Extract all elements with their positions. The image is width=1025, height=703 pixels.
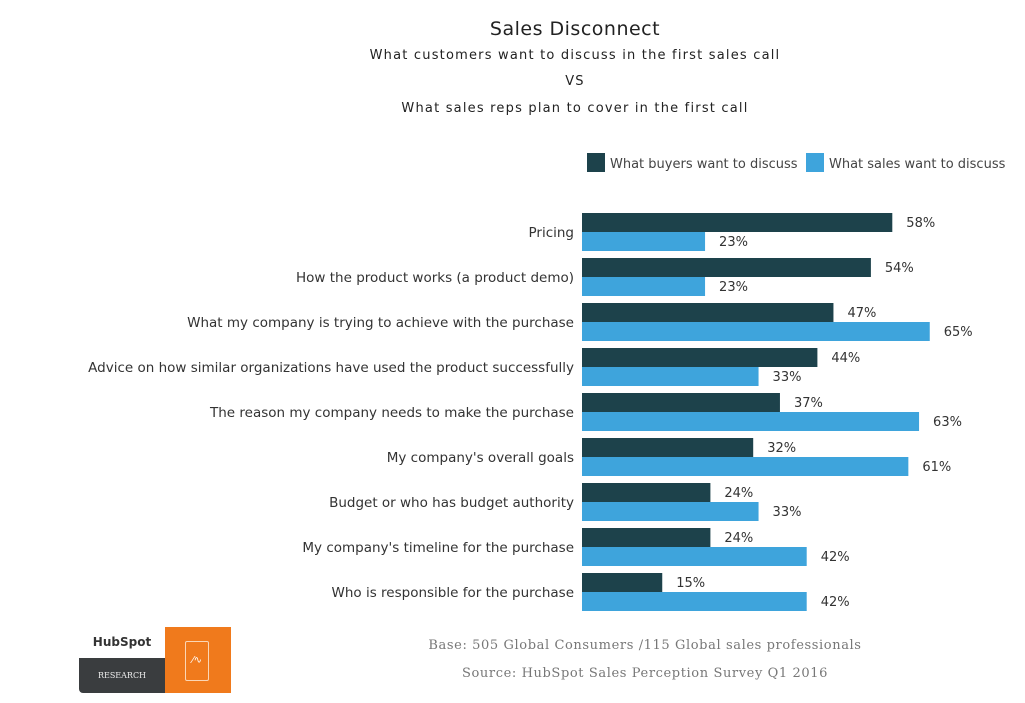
bar xyxy=(582,483,711,502)
category-label: What my company is trying to achieve wit… xyxy=(187,315,574,331)
bar xyxy=(582,213,893,232)
bar xyxy=(582,528,711,547)
data-label: 23% xyxy=(719,235,748,250)
bar xyxy=(582,322,930,341)
data-label: 58% xyxy=(906,216,935,231)
data-label: 23% xyxy=(719,280,748,295)
bar xyxy=(582,412,920,431)
data-label: 61% xyxy=(922,460,951,475)
category-label: How the product works (a product demo) xyxy=(296,270,574,286)
clipboard-icon: ⁄∿ xyxy=(165,627,231,693)
bar xyxy=(582,393,780,412)
data-label: 33% xyxy=(773,370,802,385)
category-label: My company's overall goals xyxy=(387,450,574,466)
data-label: 47% xyxy=(847,306,876,321)
bar xyxy=(582,573,663,592)
footer-base: Base: 505 Global Consumers /115 Global s… xyxy=(428,638,862,653)
bar xyxy=(582,502,759,521)
data-label: 24% xyxy=(724,486,753,501)
category-label: Who is responsible for the purchase xyxy=(332,585,574,601)
category-label: Pricing xyxy=(528,225,574,241)
logo-brand: HubSpot xyxy=(79,627,165,658)
data-label: 44% xyxy=(831,351,860,366)
data-label: 54% xyxy=(885,261,914,276)
bar xyxy=(582,303,834,322)
chart-subtitle-3: What sales reps plan to cover in the fir… xyxy=(401,101,749,116)
chart-title: Sales Disconnect xyxy=(489,18,661,40)
data-label: 15% xyxy=(676,576,705,591)
category-label: Advice on how similar organizations have… xyxy=(88,360,574,376)
data-label: 42% xyxy=(821,550,850,565)
bar xyxy=(582,258,871,277)
chart-subtitle-1: What customers want to discuss in the fi… xyxy=(369,48,781,63)
bar xyxy=(582,232,706,251)
chart-subtitle-2: VS xyxy=(565,74,585,89)
hubspot-research-logo: HubSpot RESEARCH ⁄∿ xyxy=(79,627,231,693)
logo-label: RESEARCH xyxy=(79,658,165,693)
bar xyxy=(582,547,807,566)
data-label: 65% xyxy=(944,325,973,340)
category-label: The reason my company needs to make the … xyxy=(209,405,574,421)
data-label: 37% xyxy=(794,396,823,411)
data-label: 32% xyxy=(767,441,796,456)
data-label: 63% xyxy=(933,415,962,430)
legend-label: What buyers want to discuss xyxy=(610,157,798,172)
legend-swatch xyxy=(587,153,605,172)
data-label: 24% xyxy=(724,531,753,546)
category-label: My company's timeline for the purchase xyxy=(302,540,574,556)
bar xyxy=(582,438,754,457)
bar xyxy=(582,348,818,367)
bar xyxy=(582,367,759,386)
category-label: Budget or who has budget authority xyxy=(329,495,574,511)
bar xyxy=(582,457,909,476)
data-label: 42% xyxy=(821,595,850,610)
data-label: 33% xyxy=(773,505,802,520)
bar xyxy=(582,592,807,611)
legend-label: What sales want to discuss xyxy=(829,157,1006,172)
legend-swatch xyxy=(806,153,824,172)
footer-source: Source: HubSpot Sales Perception Survey … xyxy=(462,666,828,681)
bar xyxy=(582,277,706,296)
